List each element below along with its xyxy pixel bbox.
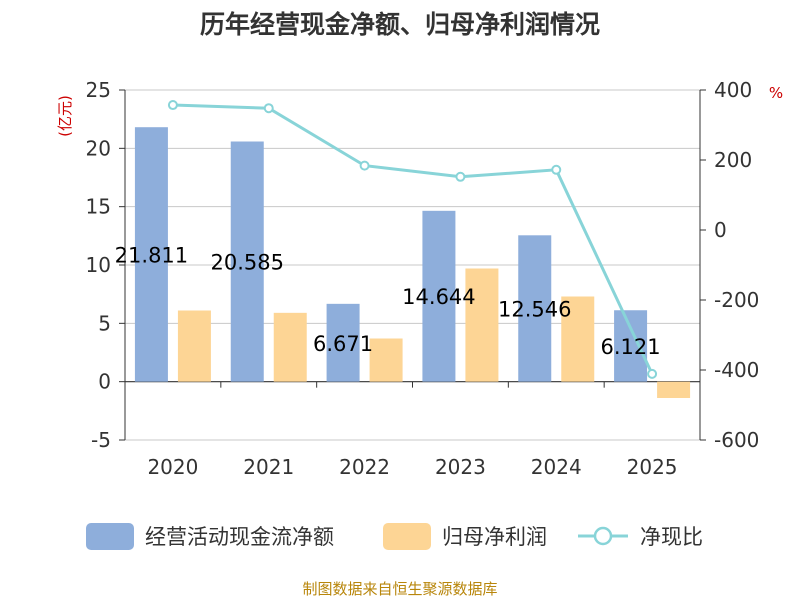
x-tick-label: 2024 [531, 455, 582, 479]
data-labels: 21.811 20.585 6.671 14.644 12.546 6.121 [115, 243, 661, 359]
bar-net-profit [273, 312, 307, 382]
left-tick-label: 10 [86, 253, 111, 277]
right-tick-label: 200 [714, 148, 752, 172]
right-tick-label: -200 [714, 288, 759, 312]
ratio-point [359, 160, 370, 171]
left-axis-unit: (亿元) [56, 95, 74, 137]
bar-value-label: 6.121 [601, 335, 661, 359]
right-axis-unit: % [769, 84, 783, 102]
bar-net-profit [369, 338, 403, 382]
x-tick-label: 2025 [627, 455, 678, 479]
left-tick-label: -5 [91, 428, 111, 452]
bar-net-profit [561, 296, 595, 382]
bar-value-label: 20.585 [211, 251, 284, 275]
legend: 经营活动现金流净额 归母净利润 净现比 [86, 523, 703, 550]
gridlines [125, 89, 700, 441]
ratio-point [647, 368, 658, 379]
x-tick-label: 2023 [435, 455, 486, 479]
right-tick-label: 0 [714, 218, 727, 242]
left-tick-label: 5 [98, 311, 111, 335]
legend-label-ratio: 净现比 [640, 525, 703, 549]
ratio-point [455, 171, 466, 182]
bar-value-label: 14.644 [402, 285, 475, 309]
x-tick-label: 2022 [339, 455, 390, 479]
bar-cashflow [326, 303, 360, 382]
x-tick-label: 2021 [243, 455, 294, 479]
legend-swatch-ratio-marker [593, 526, 613, 546]
legend-label-cashflow: 经营活动现金流净额 [145, 525, 334, 549]
legend-swatch-cashflow [86, 523, 134, 550]
chart-title: 历年经营现金净额、归母净利润情况 [200, 10, 600, 39]
bar-value-label: 6.671 [313, 332, 373, 356]
ratio-line [167, 100, 658, 379]
x-tick-label: 2020 [147, 455, 198, 479]
bar-cashflow [518, 235, 552, 382]
right-tick-label: 400 [714, 78, 752, 102]
bar-cashflow [230, 141, 264, 382]
bars [134, 127, 691, 398]
bar-cashflow [134, 127, 168, 382]
bar-value-label: 21.811 [115, 243, 188, 267]
left-tick-label: 0 [98, 370, 111, 394]
bar-cashflow [614, 310, 648, 382]
ratio-line-path [172, 103, 654, 375]
bar-net-profit [657, 381, 691, 398]
ratio-point [167, 100, 178, 111]
bar-net-profit [465, 268, 499, 382]
right-tick-label: -600 [714, 428, 759, 452]
source-note: 制图数据来自恒生聚源数据库 [302, 580, 497, 598]
left-tick-label: 15 [86, 195, 111, 219]
right-tick-label: -400 [714, 358, 759, 382]
ratio-point [263, 103, 274, 114]
legend-swatch-net-profit [383, 523, 431, 550]
bar-cashflow [422, 210, 456, 382]
bar-net-profit [177, 310, 211, 382]
legend-label-net-profit: 归母净利润 [442, 525, 547, 549]
bar-value-label: 12.546 [498, 297, 571, 321]
left-tick-label: 20 [86, 136, 111, 160]
ratio-point [551, 164, 562, 175]
left-tick-label: 25 [86, 78, 111, 102]
